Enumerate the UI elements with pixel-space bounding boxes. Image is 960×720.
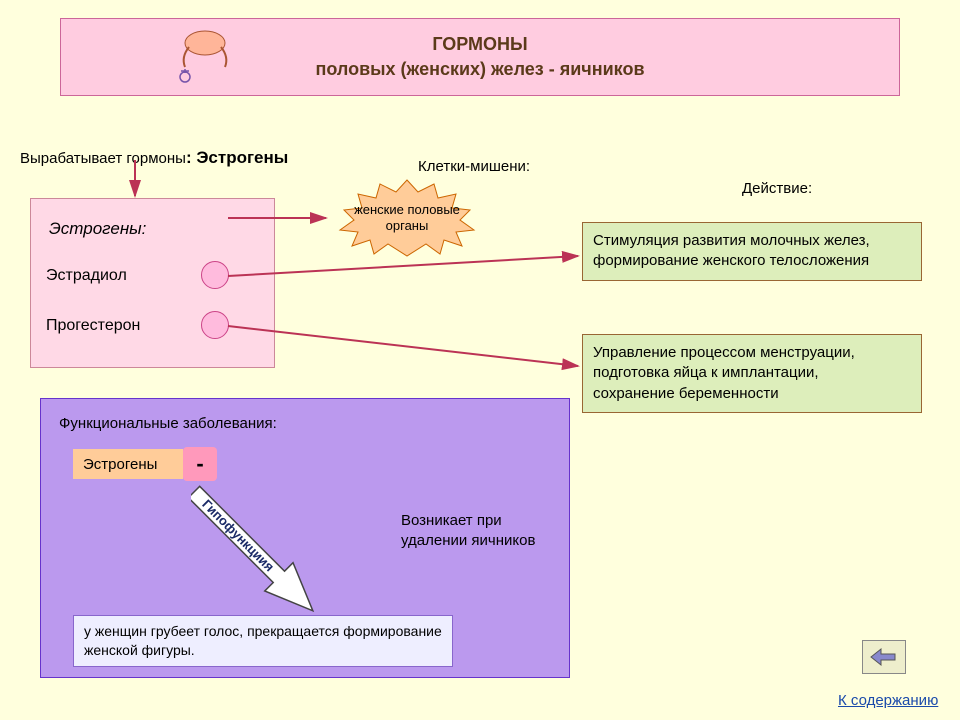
header-banner: ГОРМОНЫ половых (женских) желез - яичник… <box>60 18 900 96</box>
targets-label: Клетки-мишени: <box>418 158 530 175</box>
header-line1: ГОРМОНЫ <box>432 34 527 54</box>
target-star-text: женские половые органы <box>354 202 460 233</box>
hormones-box: Эстрогены: Эстрадиол Прогестерон <box>30 198 275 368</box>
hormone-estradiol: Эстрадиол <box>46 267 127 285</box>
disease-box: Функциональные заболевания: Эстрогены - … <box>40 398 570 678</box>
hormone-progesterone: Прогестерон <box>46 317 140 335</box>
result-box: у женщин грубеет голос, прекращается фор… <box>73 615 453 667</box>
effect-box-2: Управление процессом менструации, подгот… <box>582 334 922 413</box>
produces-bold: : Эстрогены <box>186 148 288 167</box>
action-label: Действие: <box>742 180 812 197</box>
produces-prefix: Вырабатывает гормоны <box>20 150 186 167</box>
arrow-text: Гипофункциия <box>199 497 277 575</box>
ovary-icon <box>171 27 235 90</box>
disease-title: Функциональные заболевания: <box>59 415 277 432</box>
pink-circle-2 <box>201 311 229 339</box>
header-line2: половых (женских) желез - яичников <box>315 59 644 79</box>
estrogen-label: Эстрогены <box>73 449 183 479</box>
produces-label: Вырабатывает гормоны: Эстрогены <box>20 148 288 168</box>
pink-circle-1 <box>201 261 229 289</box>
occurs-text: Возникает при удалении яичников <box>401 511 541 552</box>
toc-link[interactable]: К содержанию <box>838 692 938 709</box>
estrogens-title: Эстрогены: <box>49 219 146 239</box>
nav-back-icon[interactable] <box>862 640 906 674</box>
effect-box-1: Стимуляция развития молочных желез, форм… <box>582 222 922 281</box>
target-star: женские половые органы <box>322 178 492 258</box>
header-title: ГОРМОНЫ половых (женских) желез - яичник… <box>315 32 644 82</box>
